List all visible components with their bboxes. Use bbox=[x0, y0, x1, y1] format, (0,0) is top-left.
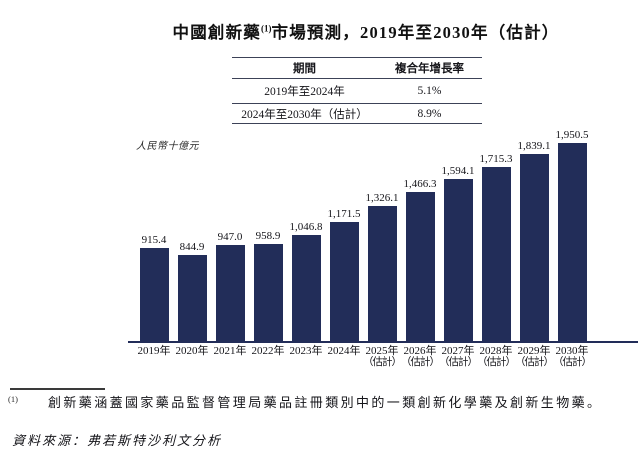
bar-value-label: 1,839.1 bbox=[517, 140, 551, 152]
bar-group: 1,950.5 bbox=[553, 129, 591, 341]
x-axis-label: 2030年 （估計） bbox=[553, 345, 592, 369]
bar bbox=[215, 245, 245, 341]
bar-group: 958.9 bbox=[249, 230, 287, 341]
x-axis-label: 2025年 （估計） bbox=[363, 345, 402, 369]
chart-title-footnote-ref: (1) bbox=[261, 23, 272, 34]
x-axis-year: 2026年 bbox=[403, 345, 437, 357]
bar-group: 1,594.1 bbox=[439, 165, 477, 341]
chart-title: 中國創新藥(1)市場預測，2019年至2030年（估計） bbox=[120, 19, 612, 43]
bar-group: 1,839.1 bbox=[515, 140, 553, 341]
bar-value-label: 844.9 bbox=[179, 241, 205, 253]
bar-group: 1,326.1 bbox=[363, 192, 401, 341]
table-row: 2024年至2030年（估計） 8.9% bbox=[232, 104, 482, 124]
cagr-table-header-cagr: 複合年增長率 bbox=[395, 63, 464, 75]
x-axis-estimate-note: （估計） bbox=[477, 357, 516, 368]
cagr-table-header-period: 期間 bbox=[293, 63, 316, 75]
bar-value-label: 1,950.5 bbox=[555, 129, 589, 141]
bar bbox=[291, 235, 321, 341]
source-line: 資料來源：弗若斯特沙利文分析 bbox=[12, 433, 223, 448]
cagr-table-header-row: 期間 複合年增長率 bbox=[232, 58, 482, 79]
x-axis-label: 2022年 bbox=[249, 345, 287, 369]
bar-value-label: 947.0 bbox=[217, 231, 243, 243]
x-axis-year: 2025年 bbox=[365, 345, 399, 357]
x-axis-year: 2024年 bbox=[327, 345, 361, 357]
chart-title-suffix: 市場預測，2019年至2030年（估計） bbox=[271, 23, 560, 42]
bar bbox=[253, 244, 283, 341]
x-axis-estimate-note: （估計） bbox=[553, 357, 592, 368]
bar bbox=[443, 179, 473, 341]
bar-value-label: 1,715.3 bbox=[479, 153, 513, 165]
bar-group: 947.0 bbox=[211, 231, 249, 341]
bar-value-label: 1,046.8 bbox=[289, 221, 323, 233]
bar-value-label: 1,466.3 bbox=[403, 178, 437, 190]
x-axis-label: 2027年 （估計） bbox=[439, 345, 478, 369]
bar-value-label: 915.4 bbox=[141, 234, 167, 246]
bar bbox=[139, 248, 169, 341]
y-axis-unit-label: 人民幣十億元 bbox=[136, 141, 199, 152]
bar bbox=[481, 167, 511, 341]
bar-chart-plot-area: 915.4 844.9 947.0 958.9 1,046.8 1,171.5 1,326.… bbox=[135, 125, 591, 341]
bar-group: 915.4 bbox=[135, 234, 173, 341]
bar bbox=[367, 206, 397, 341]
bar-value-label: 958.9 bbox=[255, 230, 281, 242]
bar bbox=[557, 143, 587, 341]
x-axis-estimate-note: （估計） bbox=[439, 357, 478, 368]
x-axis-year: 2030年 bbox=[555, 345, 589, 357]
bar-value-label: 1,594.1 bbox=[441, 165, 475, 177]
x-axis-year: 2027年 bbox=[441, 345, 475, 357]
bar bbox=[519, 154, 549, 341]
x-axis-label: 2019年 bbox=[135, 345, 173, 369]
bar-group: 1,466.3 bbox=[401, 178, 439, 341]
x-axis-year: 2028年 bbox=[479, 345, 513, 357]
x-axis-year: 2022年 bbox=[251, 345, 285, 357]
bar-group: 1,715.3 bbox=[477, 153, 515, 341]
x-axis-estimate-note: （估計） bbox=[401, 357, 440, 368]
bar-value-label: 1,171.5 bbox=[327, 208, 361, 220]
bar-value-label: 1,326.1 bbox=[365, 192, 399, 204]
x-axis-label: 2023年 bbox=[287, 345, 325, 369]
bar bbox=[177, 255, 207, 341]
x-axis-labels: 2019年 2020年 2021年 2022年 2023年 2024年 2025年 （估計） 2… bbox=[135, 345, 593, 369]
bar-group: 1,046.8 bbox=[287, 221, 325, 341]
x-axis-year: 2023年 bbox=[289, 345, 323, 357]
x-axis-year: 2020年 bbox=[175, 345, 209, 357]
x-axis-label: 2024年 bbox=[325, 345, 363, 369]
x-axis-label: 2029年 （估計） bbox=[515, 345, 554, 369]
bar-group: 1,171.5 bbox=[325, 208, 363, 341]
period-cell: 2024年至2030年（估計） bbox=[241, 108, 368, 121]
table-row: 2019年至2024年 5.1% bbox=[232, 79, 482, 104]
cagr-cell: 5.1% bbox=[417, 85, 442, 97]
cagr-table: 期間 複合年增長率 2019年至2024年 5.1% 2024年至2030年（估… bbox=[232, 57, 482, 124]
chart-title-prefix: 中國創新藥 bbox=[172, 23, 261, 42]
x-axis-label: 2021年 bbox=[211, 345, 249, 369]
x-axis-label: 2028年 （估計） bbox=[477, 345, 516, 369]
footnote-marker: (1) bbox=[8, 394, 18, 404]
x-axis-estimate-note: （估計） bbox=[515, 357, 554, 368]
period-cell: 2019年至2024年 bbox=[264, 86, 345, 98]
bar-group: 844.9 bbox=[173, 241, 211, 341]
x-axis-line bbox=[128, 341, 638, 343]
x-axis-label: 2020年 bbox=[173, 345, 211, 369]
x-axis-year: 2021年 bbox=[213, 345, 247, 357]
footnote-text: 創新藥涵蓋國家藥品監督管理局藥品註冊類別中的一類創新化學藥及創新生物藥。 bbox=[48, 395, 603, 410]
bar bbox=[329, 222, 359, 341]
x-axis-year: 2029年 bbox=[517, 345, 551, 357]
x-axis-label: 2026年 （估計） bbox=[401, 345, 440, 369]
footnote-separator-line bbox=[10, 388, 105, 390]
x-axis-year: 2019年 bbox=[137, 345, 171, 357]
cagr-cell: 8.9% bbox=[417, 107, 442, 120]
bar bbox=[405, 192, 435, 341]
x-axis-estimate-note: （估計） bbox=[363, 357, 402, 368]
